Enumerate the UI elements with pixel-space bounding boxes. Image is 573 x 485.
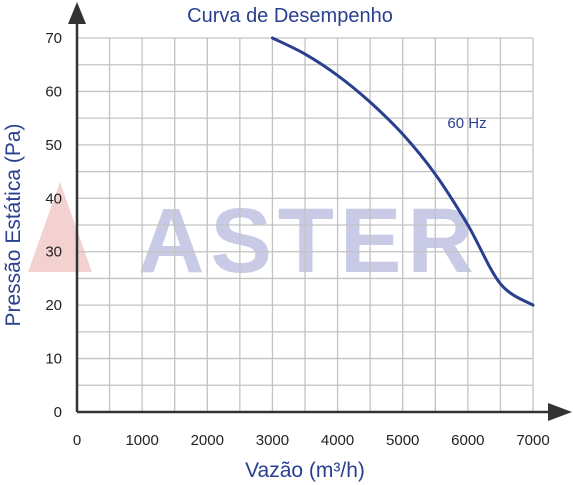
y-tick-label: 20 [45, 297, 62, 314]
chart-grid [77, 37, 534, 412]
x-tick-label: 5000 [386, 432, 419, 449]
y-tick-label: 60 [45, 83, 62, 100]
watermark-text: ASTER [138, 190, 480, 292]
y-tick-label: 10 [45, 351, 62, 368]
x-tick-label: 3000 [256, 432, 289, 449]
x-tick-label: 2000 [191, 432, 224, 449]
y-tick-label: 0 [54, 404, 62, 421]
chart-tick-labels: 0 1000 2000 3000 4000 5000 6000 7000 0 10 20 30 40 50… [45, 30, 549, 449]
y-tick-label: 50 [45, 137, 62, 154]
x-axis-arrow-icon [548, 403, 572, 421]
chart-axes [68, 2, 572, 421]
x-tick-label: 4000 [321, 432, 354, 449]
y-tick-label: 30 [45, 244, 62, 261]
x-tick-label: 1000 [125, 432, 158, 449]
chart-title: Curva de Desempenho [187, 5, 393, 27]
x-axis-title: Vazão (m³/h) [245, 459, 365, 482]
x-tick-label: 0 [73, 432, 81, 449]
x-tick-label: 7000 [516, 432, 549, 449]
y-tick-label: 40 [45, 190, 62, 207]
y-tick-label: 70 [45, 30, 62, 47]
y-axis-title: Pressão Estática (Pa) [2, 123, 25, 326]
series-line-60hz [270, 36, 535, 307]
chart-series: 60 Hz [270, 36, 535, 307]
y-axis-arrow-icon [68, 2, 86, 24]
x-tick-label: 6000 [451, 432, 484, 449]
series-label-60hz: 60 Hz [447, 115, 486, 132]
